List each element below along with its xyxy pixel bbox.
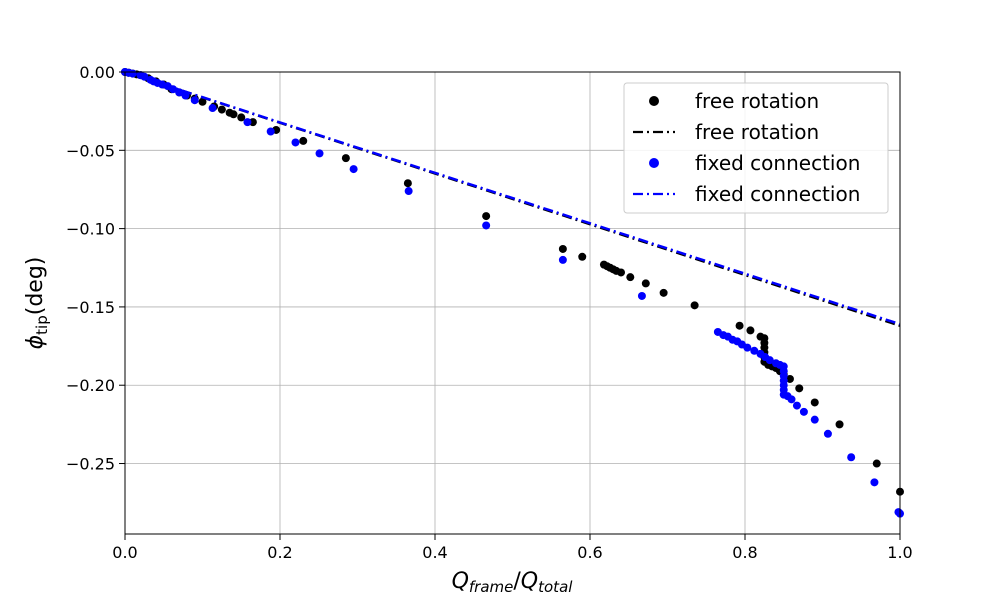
y-axis-label: ϕtip(deg) <box>23 257 51 350</box>
data-point <box>237 113 246 122</box>
data-point <box>217 105 226 114</box>
series-3 <box>124 70 901 326</box>
data-point <box>641 279 650 288</box>
y-tick-label: −0.20 <box>66 376 115 395</box>
data-point <box>404 187 413 196</box>
y-tick-label: 0.00 <box>79 63 115 82</box>
legend-label: free rotation <box>695 120 819 144</box>
data-point <box>482 221 491 230</box>
legend-box <box>623 82 889 214</box>
data-point <box>208 104 217 113</box>
data-point <box>558 255 567 264</box>
data-point <box>810 398 819 407</box>
data-point <box>746 326 755 335</box>
data-point <box>266 127 275 136</box>
data-point <box>198 97 207 106</box>
plot-frame <box>124 71 901 535</box>
data-point <box>690 301 699 310</box>
data-point <box>403 179 412 188</box>
y-tick-label: −0.05 <box>66 141 115 160</box>
data-point <box>787 395 796 404</box>
data-point <box>175 88 184 97</box>
data-point <box>626 273 635 282</box>
data-point <box>743 343 752 352</box>
data-point <box>810 415 819 424</box>
y-tick-label: −0.10 <box>66 220 115 239</box>
data-point <box>341 154 350 163</box>
data-point <box>482 212 491 221</box>
x-tick-label: 0.0 <box>112 543 137 562</box>
data-point <box>795 384 804 393</box>
data-point <box>315 149 324 158</box>
x-tick-label: 0.2 <box>267 543 292 562</box>
data-point <box>823 429 832 438</box>
x-tick-label: 0.6 <box>577 543 602 562</box>
data-point <box>243 118 252 127</box>
series-2 <box>121 68 904 518</box>
data-point <box>870 478 879 487</box>
data-point <box>578 252 587 261</box>
data-point <box>835 420 844 429</box>
data-point <box>659 288 668 297</box>
y-tick-label: −0.15 <box>66 298 115 317</box>
data-point <box>792 401 801 410</box>
data-point <box>872 459 881 468</box>
legend-label: fixed connection <box>695 151 860 175</box>
data-point <box>291 138 300 147</box>
legend-dot-marker <box>649 96 659 106</box>
x-tick-label: 1.0 <box>887 543 912 562</box>
series-layer <box>121 68 904 518</box>
data-point <box>299 136 308 145</box>
data-point <box>349 165 358 174</box>
data-point <box>617 268 625 277</box>
legend: free rotation free rotation fixed connecti… <box>623 82 889 214</box>
data-point <box>765 356 774 365</box>
legend-label: free rotation <box>695 89 819 113</box>
data-point <box>735 321 744 330</box>
data-point <box>190 96 199 105</box>
x-tick-label: 0.4 <box>422 543 447 562</box>
x-axis-label: Qframe/Qtotal <box>452 569 574 596</box>
x-tick-label: 0.8 <box>732 543 757 562</box>
data-point <box>847 453 856 462</box>
series-line <box>124 70 901 326</box>
legend-dot-marker <box>649 158 659 168</box>
data-point <box>799 407 808 416</box>
data-point <box>637 291 646 300</box>
y-tick-label: −0.25 <box>66 455 115 474</box>
data-point <box>229 110 238 119</box>
legend-label: fixed connection <box>695 182 860 206</box>
ticks: 0.0 0.2 0.4 0.6 0.8 1.0 0.00 −0.05 −0.10 −0.15 −0.… <box>66 63 913 562</box>
data-point <box>750 346 759 355</box>
data-point <box>785 374 794 383</box>
data-point <box>558 244 567 253</box>
